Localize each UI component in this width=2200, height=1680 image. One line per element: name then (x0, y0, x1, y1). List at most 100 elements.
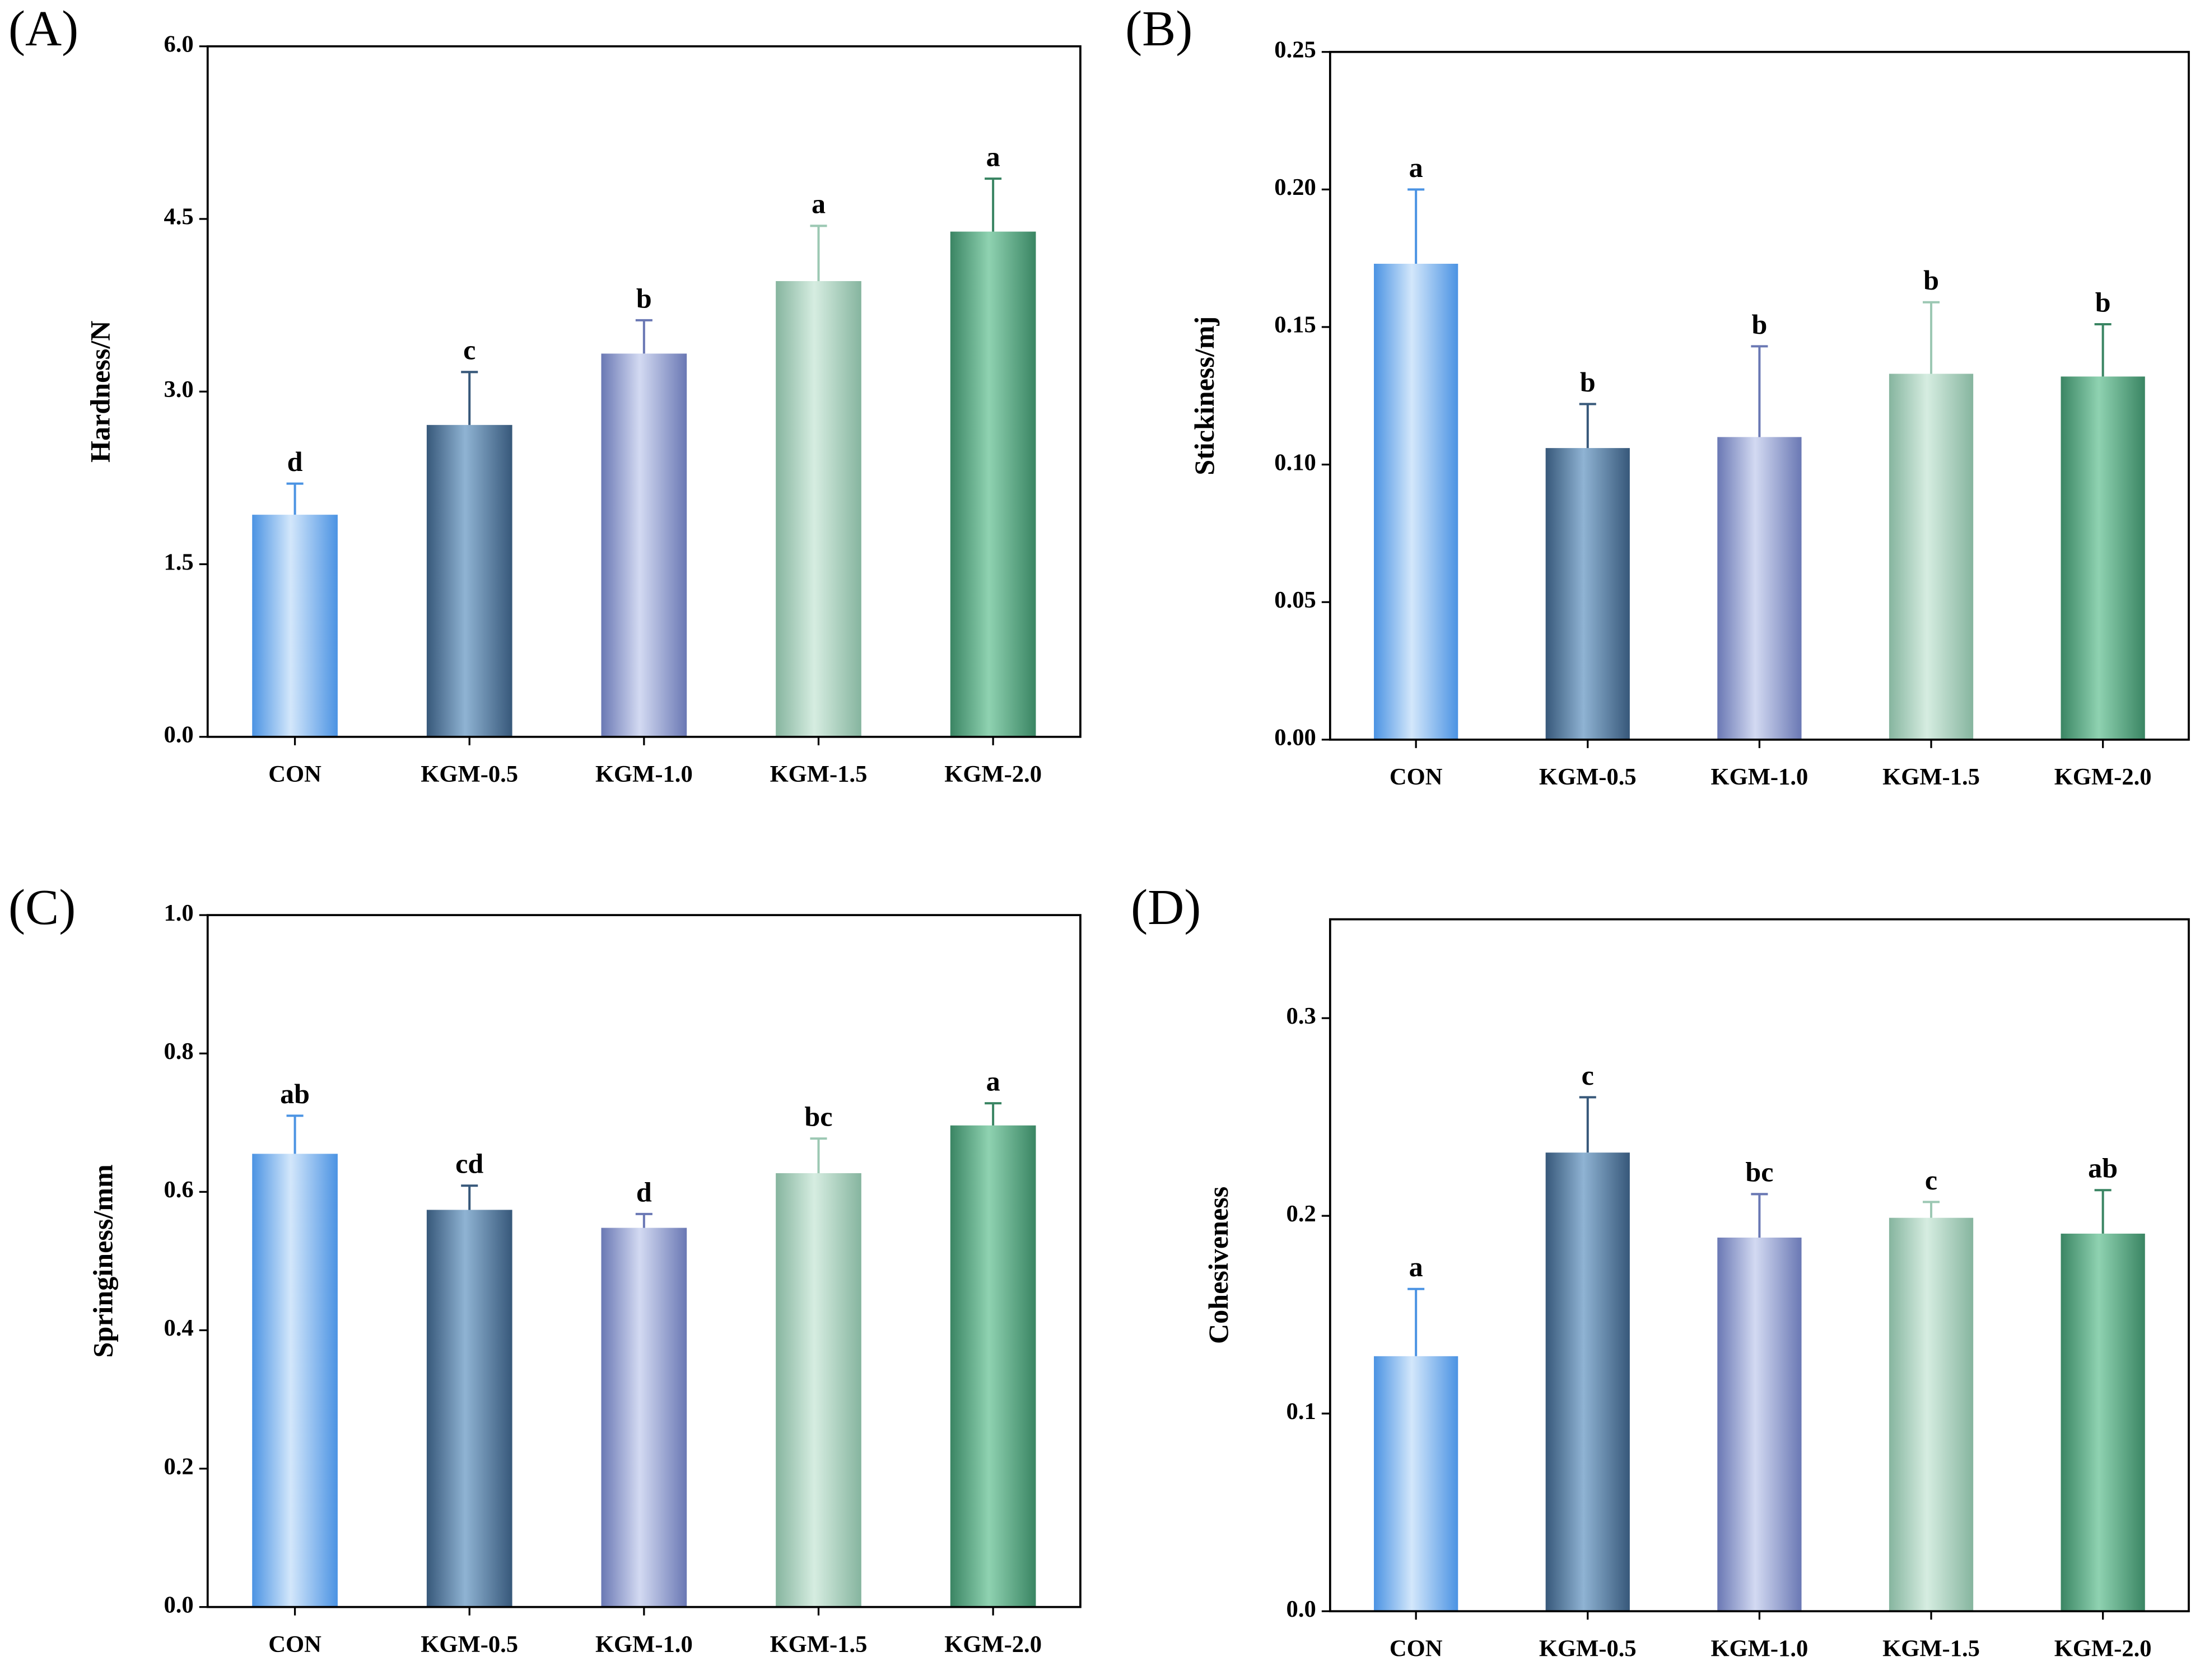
x-tick-label: KGM-1.0 (595, 761, 693, 787)
x-tick-label: KGM-0.5 (421, 1631, 518, 1658)
x-tick-label: KGM-0.5 (421, 761, 518, 787)
bar (776, 1173, 861, 1607)
error-bar (985, 178, 1002, 232)
y-tick-label: 4.5 (164, 204, 193, 230)
significance-letter: c (1582, 1060, 1594, 1091)
error-bar (1751, 345, 1768, 437)
significance-letter: a (1409, 1251, 1423, 1282)
significance-letter: a (986, 141, 1000, 172)
panel: (D) Cohesiveness 0.0 0.1 0.2 0.3 a CON c KGM-0.5 b… (1131, 879, 2190, 1662)
x-tick-label: KGM-1.0 (595, 1631, 693, 1658)
x-tick-label: CON (1390, 1635, 1443, 1662)
error-bar (1407, 1287, 1425, 1356)
y-tick-label: 3.0 (164, 376, 193, 403)
significance-letter: c (463, 334, 476, 366)
significance-letter: bc (804, 1101, 832, 1132)
error-bar (286, 1114, 304, 1154)
error-bar (810, 225, 827, 281)
significance-letter: cd (455, 1148, 483, 1179)
error-bar (461, 371, 478, 425)
panel: (A) Hardness/N 0.0 1.5 3.0 4.5 6.0 d CON c KGM-0.5… (8, 1, 1082, 787)
plot-frame (1329, 918, 2190, 1613)
y-tick-label: 0.15 (1274, 312, 1316, 338)
significance-letter: a (812, 188, 826, 220)
significance-letter: b (1923, 264, 1939, 296)
x-tick-label: KGM-2.0 (944, 1631, 1042, 1658)
bar (252, 1154, 338, 1607)
bar (426, 1210, 512, 1607)
bar (1717, 437, 1802, 740)
x-tick-label: KGM-0.5 (1539, 1635, 1637, 1662)
y-tick-label: 1.5 (164, 549, 193, 575)
x-tick-label: KGM-1.0 (1711, 764, 1809, 790)
bar (601, 1228, 687, 1607)
error-bar (635, 1212, 652, 1228)
x-tick-label: KGM-0.5 (1539, 764, 1637, 790)
y-tick-label: 0.3 (1287, 1003, 1316, 1029)
y-tick-label: 6.0 (164, 31, 193, 57)
error-bar (2094, 1189, 2112, 1234)
error-bar (1407, 188, 1425, 264)
bar (1545, 448, 1630, 740)
x-tick-label: KGM-1.5 (770, 1631, 868, 1658)
y-tick-label: 0.25 (1274, 37, 1316, 63)
panel-label: (B) (1125, 1, 1192, 57)
x-tick-label: CON (1390, 764, 1443, 790)
y-tick-label: 1.0 (164, 900, 193, 926)
bar (2061, 376, 2145, 740)
significance-letter: a (986, 1066, 1000, 1097)
x-tick-label: KGM-1.5 (1882, 764, 1980, 790)
panel-label: (A) (8, 1, 78, 57)
error-bar (1922, 301, 1940, 374)
significance-letter: d (636, 1176, 652, 1207)
error-bar (1579, 403, 1596, 449)
panel-label: (D) (1131, 879, 1201, 935)
significance-letter: b (636, 282, 652, 314)
significance-letter: ab (280, 1078, 310, 1109)
y-axis-label: Springiness/mm (87, 1164, 118, 1357)
bar (1717, 1237, 1802, 1612)
y-tick-label: 0.1 (1287, 1398, 1316, 1425)
error-bar (286, 482, 304, 515)
bar (1889, 374, 1974, 740)
error-bar (1579, 1096, 1596, 1153)
x-tick-label: CON (268, 1631, 321, 1658)
y-tick-label: 0.10 (1274, 449, 1316, 475)
significance-letter: d (287, 446, 303, 477)
x-tick-label: KGM-1.5 (770, 761, 868, 787)
plot-frame (206, 45, 1082, 738)
y-axis-label: Stickiness/mj (1188, 316, 1220, 475)
x-tick-label: KGM-1.5 (1882, 1635, 1980, 1662)
bar (601, 353, 687, 737)
bar (950, 1125, 1036, 1607)
bar (1374, 263, 1458, 740)
error-bar (985, 1102, 1002, 1126)
plot-frame (1329, 50, 2190, 741)
y-axis-label: Cohesiveness (1202, 1187, 1234, 1344)
y-tick-label: 0.0 (164, 722, 193, 748)
y-tick-label: 0.00 (1274, 725, 1316, 751)
bar (1545, 1152, 1630, 1612)
significance-letter: b (2095, 286, 2111, 318)
error-bar (635, 319, 652, 354)
error-bar (2094, 323, 2112, 377)
bar (2061, 1233, 2145, 1612)
x-tick-label: KGM-2.0 (2054, 764, 2152, 790)
x-tick-label: KGM-2.0 (2054, 1635, 2152, 1662)
panel-label: (C) (8, 879, 76, 935)
y-tick-label: 0.6 (164, 1177, 193, 1203)
error-bar (1751, 1193, 1768, 1238)
significance-letter: ab (2088, 1152, 2118, 1184)
bar (426, 424, 512, 737)
y-tick-label: 0.20 (1274, 174, 1316, 200)
error-bar (461, 1184, 478, 1210)
panel: (C) Springiness/mm 0.0 0.2 0.4 0.6 0.8 1.0 ab CON… (8, 879, 1082, 1658)
y-tick-label: 0.0 (1287, 1596, 1316, 1622)
y-axis-label: Hardness/N (84, 321, 115, 463)
significance-letter: b (1580, 366, 1596, 398)
significance-letter: bc (1745, 1156, 1773, 1188)
y-tick-label: 0.2 (164, 1453, 193, 1480)
y-tick-label: 0.0 (164, 1592, 193, 1618)
x-tick-label: KGM-1.0 (1711, 1635, 1809, 1662)
